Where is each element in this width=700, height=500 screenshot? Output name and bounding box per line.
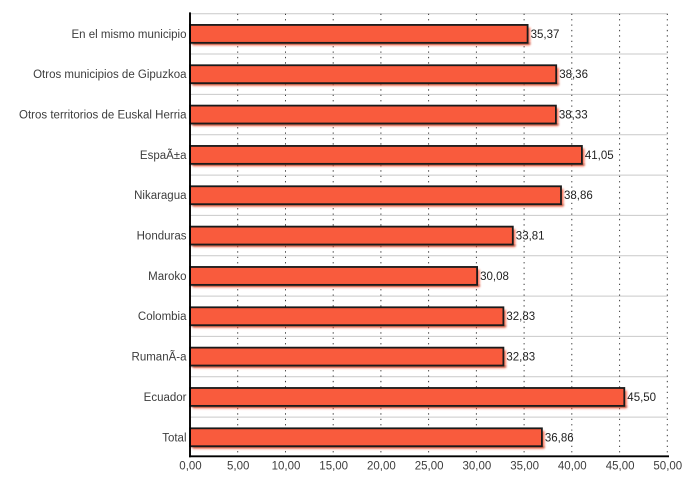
svg-text:Total: Total [162,432,186,444]
svg-text:Honduras: Honduras [137,231,187,243]
svg-text:Maroko: Maroko [148,271,186,283]
svg-text:45,00: 45,00 [606,461,635,473]
svg-text:41,05: 41,05 [585,150,614,162]
svg-text:Nikaragua: Nikaragua [134,190,187,202]
svg-text:Otros municipios de Gipuzkoa: Otros municipios de Gipuzkoa [33,69,187,81]
svg-text:32,83: 32,83 [506,352,535,364]
svg-text:50,00: 50,00 [653,461,682,473]
svg-text:32,83: 32,83 [506,311,535,323]
svg-text:33,81: 33,81 [516,231,545,243]
svg-text:36,86: 36,86 [545,432,574,444]
svg-text:0,00: 0,00 [179,461,201,473]
svg-text:Otros territorios de Euskal He: Otros territorios de Euskal Herria [19,110,187,122]
svg-text:45,50: 45,50 [627,392,656,404]
svg-text:En el mismo municipio: En el mismo municipio [71,29,186,41]
svg-text:38,86: 38,86 [564,190,593,202]
svg-text:38,33: 38,33 [559,110,588,122]
svg-text:5,00: 5,00 [227,461,249,473]
svg-text:20,00: 20,00 [367,461,396,473]
svg-text:Colombia: Colombia [138,311,187,323]
svg-text:10,00: 10,00 [272,461,301,473]
svg-text:25,00: 25,00 [415,461,444,473]
svg-text:30,08: 30,08 [480,271,509,283]
svg-text:EspaÃ±a: EspaÃ±a [140,149,187,162]
svg-text:Ecuador: Ecuador [144,392,187,404]
svg-text:35,00: 35,00 [510,461,539,473]
svg-text:35,37: 35,37 [531,29,560,41]
svg-text:40,00: 40,00 [558,461,587,473]
svg-text:15,00: 15,00 [319,461,348,473]
svg-text:RumanÃ-a: RumanÃ-a [132,351,188,364]
svg-text:38,36: 38,36 [559,69,588,81]
svg-text:30,00: 30,00 [463,461,492,473]
